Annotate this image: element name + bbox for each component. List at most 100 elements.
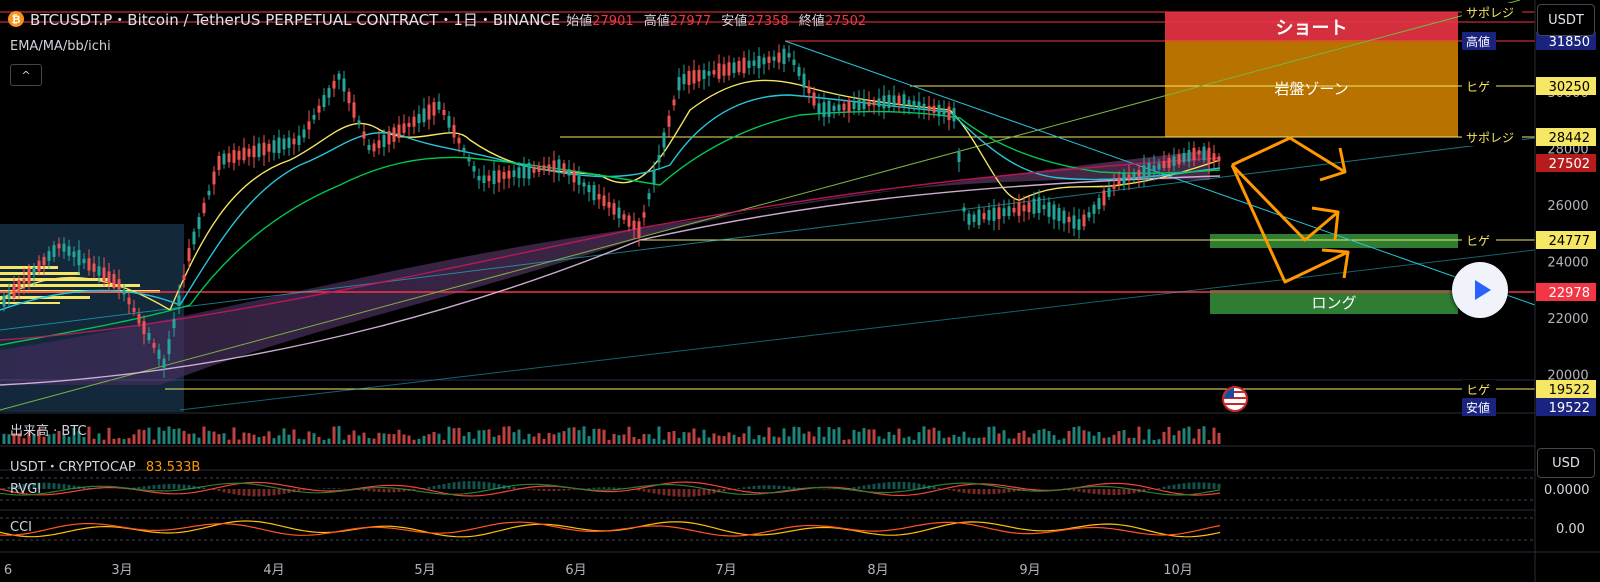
volume-bar [482, 430, 486, 444]
volume-bar [912, 439, 916, 444]
candle-body [87, 258, 91, 271]
rvgi-histogram-bar [537, 489, 541, 491]
rvgi-pane-label[interactable]: RVGI [10, 482, 42, 497]
candle-body [932, 105, 936, 113]
volume-bar [462, 435, 466, 444]
candle-body [107, 271, 111, 284]
candle-body [422, 108, 426, 123]
us-flag-icon[interactable] [1222, 386, 1248, 412]
candle-body [1077, 219, 1081, 230]
rvgi-histogram-bar [372, 489, 376, 492]
candle-body [1062, 210, 1066, 224]
candle-body [547, 164, 551, 170]
low-label: 安値 [721, 13, 748, 29]
volume-bar [307, 431, 311, 444]
candle-body [662, 132, 666, 148]
volume-bar [627, 426, 631, 444]
volume-bar [1182, 428, 1186, 444]
rvgi-histogram-bar [702, 489, 706, 496]
rvgi-histogram-bar [1137, 489, 1141, 493]
rvgi-histogram-bar [387, 489, 391, 493]
volume-bar [817, 426, 821, 444]
candle-body [707, 71, 711, 76]
volume-bar [247, 433, 251, 444]
rvgi-histogram-bar [507, 486, 511, 489]
rvgi-histogram-bar [1117, 489, 1121, 495]
rvgi-histogram-bar [612, 487, 616, 489]
volume-bar [712, 433, 716, 444]
rvgi-histogram-bar [847, 487, 851, 489]
volume-bar [92, 438, 96, 444]
rvgi-histogram-bar [1177, 483, 1181, 489]
volume-bar [427, 434, 431, 444]
volume-bar [1087, 431, 1091, 444]
volume-bar [467, 432, 471, 444]
volume-bar [1112, 434, 1116, 444]
currency-selector-lower-button[interactable]: USD [1537, 448, 1595, 478]
candle-body [307, 121, 311, 130]
candle-body [442, 109, 446, 116]
volume-bar [392, 434, 396, 444]
rvgi-histogram-bar [897, 481, 901, 489]
volume-bar [527, 433, 531, 444]
rvgi-histogram-bar [672, 489, 676, 497]
rvgi-histogram-bar [952, 489, 956, 492]
candle-body [597, 193, 601, 200]
volume-bar [472, 438, 476, 444]
volume-bar [757, 435, 761, 444]
indicator-legend[interactable]: EMA/MA/bb/ichi [10, 39, 111, 54]
symbol-title[interactable]: BTCUSDT.P・Bitcoin / TetherUS PERPETUAL C… [30, 10, 561, 29]
rvgi-histogram-bar [227, 489, 231, 494]
volume-bar [502, 426, 506, 444]
rvgi-histogram-bar [972, 489, 976, 495]
volume-bar [957, 436, 961, 444]
rvgi-histogram-bar [1077, 489, 1081, 492]
volume-bar [497, 435, 501, 444]
candle-body [42, 256, 46, 266]
cci-pane-label[interactable]: CCI [10, 520, 32, 535]
candle-body [947, 106, 951, 121]
price-tick-2: 26000 [1547, 199, 1588, 214]
candle-body [592, 185, 596, 201]
volume-bar [367, 437, 371, 444]
volume-bar [112, 438, 116, 444]
price-label-tag-bg-2 [1462, 77, 1496, 95]
rvgi-histogram-bar [402, 489, 406, 492]
rvgi-histogram-bar [77, 486, 81, 489]
candle-body [922, 103, 926, 110]
rvgi-histogram-bar [157, 484, 161, 489]
volume-bar [1132, 437, 1136, 444]
rvgi-histogram-bar [252, 489, 256, 497]
volume-bar [477, 430, 481, 444]
rvgi-histogram-bar [872, 483, 876, 489]
volume-bar [1007, 438, 1011, 444]
rvgi-histogram-bar [262, 489, 266, 497]
price-label-box-2 [1536, 77, 1596, 95]
candlesticks [2, 44, 1221, 378]
volume-bar [207, 430, 211, 444]
candle-body [1032, 198, 1036, 214]
candle-body [607, 202, 611, 208]
candle-body [197, 217, 201, 229]
candle-body [1167, 157, 1171, 168]
candle-body [477, 175, 481, 181]
rvgi-histogram-bar [382, 489, 386, 493]
rvgi-histogram-bar [1002, 489, 1006, 494]
candle-body [1207, 147, 1211, 163]
volume-bar [57, 430, 61, 444]
volume-bar [1192, 438, 1196, 444]
volume-pane-label[interactable]: 出来高 · BTC [10, 424, 87, 439]
collapse-legend-button[interactable]: ^ [10, 64, 42, 86]
play-replay-button[interactable] [1452, 262, 1508, 318]
currency-selector-button[interactable]: USDT [1537, 4, 1595, 36]
volume-bar [1107, 437, 1111, 444]
rvgi-histogram-bar [967, 489, 971, 494]
rvgi-histogram-bar [1087, 489, 1091, 494]
candle-body [292, 138, 296, 145]
usdt-pane-label[interactable]: USDT・CRYPTOCAP 83.533B [10, 456, 200, 475]
volume-bar [202, 426, 206, 444]
volume-bar [962, 431, 966, 444]
rvgi-histogram-bar [977, 489, 981, 495]
rvgi-histogram-bar [792, 487, 796, 489]
